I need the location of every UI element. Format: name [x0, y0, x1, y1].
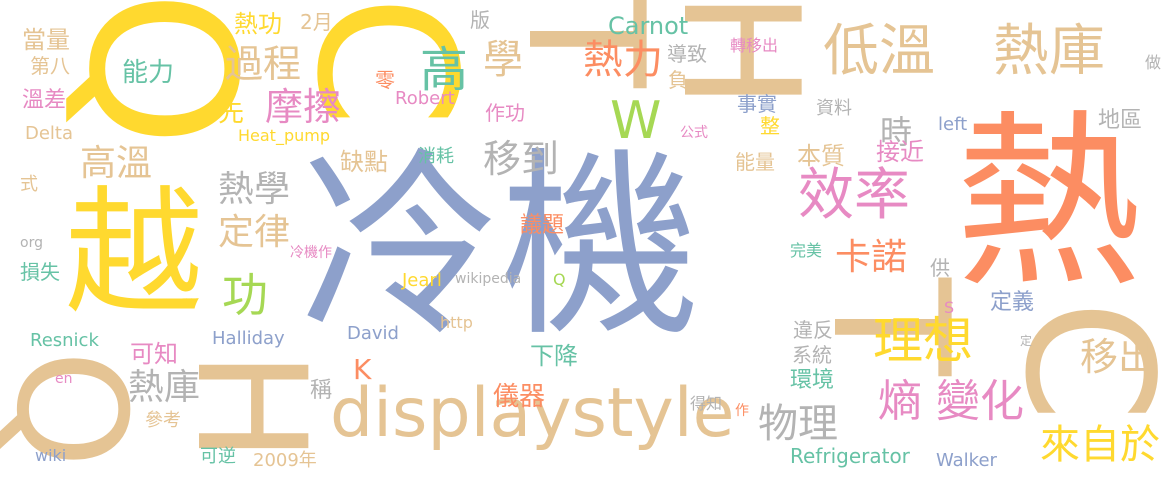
word-zuo: 做 — [1145, 53, 1162, 72]
word-neng-li: 能力 — [122, 58, 175, 88]
word-zi-liao: 資料 — [816, 98, 852, 119]
word-ding-lv: 定律 — [218, 212, 291, 253]
word-wikipedia: wikipedia — [455, 271, 522, 287]
word-huan-jing: 環境 — [790, 368, 835, 393]
word-yi-ti: 議題 — [520, 213, 565, 238]
word-s: S — [944, 298, 955, 317]
word-di-ba: 第八 — [30, 54, 70, 78]
word-ke-ni: 可逆 — [200, 446, 236, 467]
word-re-ku-2: 熱庫 — [128, 367, 201, 408]
word-ding: 定 — [1020, 334, 1033, 348]
word-yi-chu: 移出 — [1080, 335, 1157, 379]
word-wen-cha: 溫差 — [22, 88, 67, 113]
word-re-ku: 熱庫 — [993, 19, 1105, 84]
word-que-dian: 缺點 — [340, 148, 388, 176]
word-gong-provide: 供 — [930, 256, 950, 280]
word-re-gong: 熱功 — [234, 10, 282, 38]
word-jie-jin: 接近 — [876, 138, 924, 166]
word-re: 熱 — [955, 94, 1143, 313]
word-dao-zhi: 導致 — [667, 42, 707, 66]
word-resnick: Resnick — [30, 330, 99, 351]
word-xiao-lv: 效率 — [798, 163, 910, 228]
word-neng-liang: 能量 — [735, 150, 775, 174]
word-shi-form: 式 — [20, 174, 38, 195]
word-zuo-small: 作 — [735, 403, 749, 419]
word-de-zhi: 得知 — [690, 394, 723, 413]
word-zheng: 整 — [760, 114, 780, 138]
word-walker: Walker — [936, 450, 997, 471]
word-en: en — [55, 371, 73, 387]
word-zhuan-yi-chu: 轉移出 — [730, 36, 779, 55]
word-li-xiang: 理想 — [873, 312, 973, 370]
word-wei-fan: 違反 — [793, 318, 833, 342]
word-ban: 版 — [470, 8, 490, 32]
word-shi: 時 — [880, 113, 913, 151]
word-q-bottom: Q — [0, 350, 157, 469]
word-yi-dao: 移到 — [483, 137, 560, 181]
word-w: W — [610, 91, 662, 151]
word-zuo-gong: 作功 — [485, 101, 525, 125]
word-shang: 熵 — [878, 376, 922, 427]
word-cheng: 稱 — [310, 378, 333, 403]
word-org: org — [20, 235, 43, 251]
word-wu-li: 物理 — [758, 401, 838, 447]
word-shi-shi: 事實 — [737, 92, 777, 116]
word-re-li: 熱力 — [583, 37, 663, 83]
word-2009-nian: 2009年 — [253, 450, 317, 471]
word-ke-zhi: 可知 — [130, 340, 178, 368]
word-xian: 先 — [218, 98, 245, 128]
word-re-xue: 熱學 — [218, 169, 291, 210]
word-ka-nuo: 卡諾 — [835, 237, 908, 278]
word-xi-tong: 系統 — [792, 343, 832, 367]
word-robert: Robert — [395, 88, 455, 109]
word-carnot: Carnot — [608, 12, 689, 40]
word-leng-ji: 冷機 — [300, 131, 701, 364]
word-wiki: wiki — [35, 446, 67, 465]
word-halliday: Halliday — [212, 328, 285, 349]
word-q-small: Q — [553, 270, 566, 289]
word-xue: 學 — [483, 37, 523, 83]
word-xia-jiang: 下降 — [530, 342, 578, 370]
word-left: left — [938, 114, 968, 135]
word-refrigerator: Refrigerator — [790, 444, 910, 468]
word-mo-ca: 摩擦 — [265, 85, 342, 129]
word-heat-pump: Heat_pump — [238, 126, 330, 145]
word-yue: 越 — [65, 173, 204, 334]
word-leng-ji-zuo: 冷機作 — [290, 245, 332, 261]
word-dang-liang: 當量 — [22, 26, 70, 54]
word-di-wen: 低溫 — [823, 19, 935, 84]
word-ling: 零 — [375, 68, 395, 92]
word-ben-zhi: 本質 — [797, 142, 845, 170]
word-can-kao: 參考 — [145, 410, 181, 431]
word-david: David — [347, 323, 399, 344]
word-gong: 功 — [222, 268, 268, 322]
word-di-qu: 地區 — [1098, 108, 1143, 133]
word-gong-shi: 公式 — [680, 125, 708, 141]
word-ding-yi: 定義 — [990, 290, 1035, 315]
word-fu: 負 — [668, 68, 688, 92]
word-yi-qi: 儀器 — [493, 382, 546, 412]
word-2-yue: 2月 — [300, 10, 333, 34]
word-sun-shi: 損失 — [20, 260, 60, 284]
word-guo-cheng: 過程 — [225, 42, 302, 86]
word-displaystyle: displaystyle — [330, 374, 735, 453]
word-xiao-hao: 消耗 — [418, 146, 454, 167]
word-k: K — [353, 353, 372, 386]
word-wan-mei: 完美 — [790, 241, 823, 260]
word-http: http — [440, 313, 473, 332]
word-lai-zi-yu: 來自於 — [1040, 422, 1160, 468]
word-delta: Delta — [25, 123, 74, 144]
word-bian-hua: 變化 — [936, 376, 1024, 427]
word-gao: 高 — [420, 42, 469, 98]
word-jearl: Jearl — [402, 270, 442, 291]
word-gao-wen: 高溫 — [80, 143, 153, 184]
